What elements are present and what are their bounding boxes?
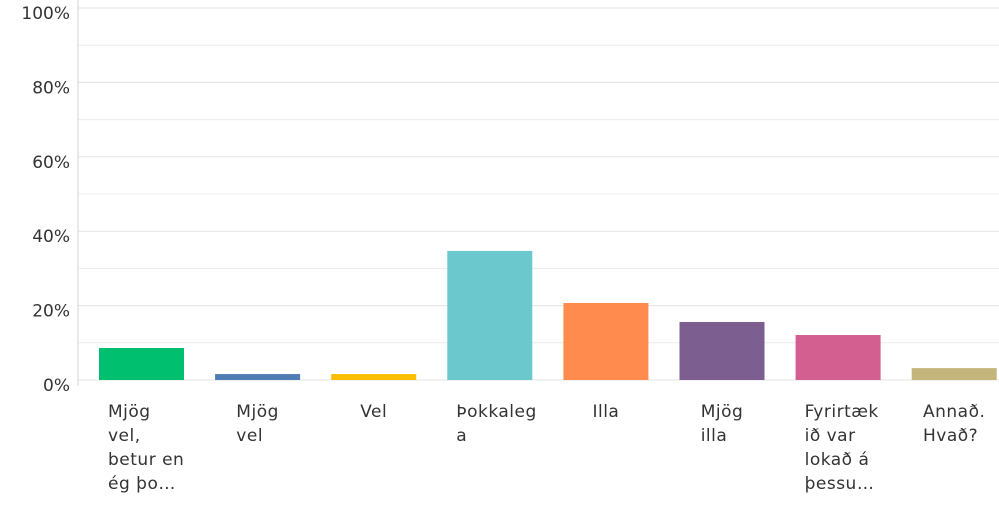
y-tick-label: 40% <box>32 227 70 247</box>
x-tick-label-line: illa <box>701 426 728 446</box>
x-tick-label-line: vel <box>236 426 263 446</box>
y-tick-label: 100% <box>21 4 70 24</box>
x-tick-label-line: betur en <box>108 450 184 470</box>
bar <box>99 348 184 380</box>
x-tick-label-line: Mjög <box>236 402 279 422</box>
x-tick-label-line: ið var <box>805 426 856 446</box>
x-tick-label-line: Fyrirtæk <box>805 402 879 422</box>
bar <box>215 374 301 380</box>
x-tick-label: Illa <box>592 402 619 422</box>
x-tick-label-line: vel, <box>108 426 141 446</box>
bar <box>795 334 881 380</box>
x-tick-label-line: Vel <box>360 402 387 422</box>
bar <box>679 321 765 380</box>
x-tick-label-line: ég þo… <box>108 474 176 494</box>
x-tick-label: Fyrirtæk ið var lokað á þessu… <box>805 402 879 494</box>
x-tick-label-line: lokað á <box>805 450 870 470</box>
x-tick-label-line: Illa <box>592 402 619 422</box>
x-tick-label-line: Mjög <box>701 402 744 422</box>
x-tick-label-line: Hvað? <box>923 426 978 446</box>
y-tick-label: 0% <box>43 376 70 396</box>
x-tick-label-line: Annað. <box>923 402 985 422</box>
bar <box>911 368 997 380</box>
bar <box>331 374 417 380</box>
y-tick-label: 60% <box>32 153 70 173</box>
y-tick-label: 20% <box>32 302 70 322</box>
y-tick-label: 80% <box>32 78 70 98</box>
x-tick-label: Mjög illa <box>701 402 744 446</box>
x-tick-label-line: þessu… <box>805 474 875 494</box>
bar <box>563 302 649 380</box>
bar <box>447 250 533 380</box>
x-tick-label: Þokkaleg a <box>456 402 536 446</box>
x-tick-label: Mjög vel <box>236 402 279 446</box>
x-tick-label-line: a <box>456 426 467 446</box>
x-tick-label-line: Þokkaleg <box>456 402 536 422</box>
x-tick-label: Vel <box>360 402 387 422</box>
x-tick-label: Mjög vel, betur en ég þo… <box>108 402 184 494</box>
x-tick-label: Annað. Hvað? <box>923 402 985 446</box>
x-tick-label-line: Mjög <box>108 402 151 422</box>
